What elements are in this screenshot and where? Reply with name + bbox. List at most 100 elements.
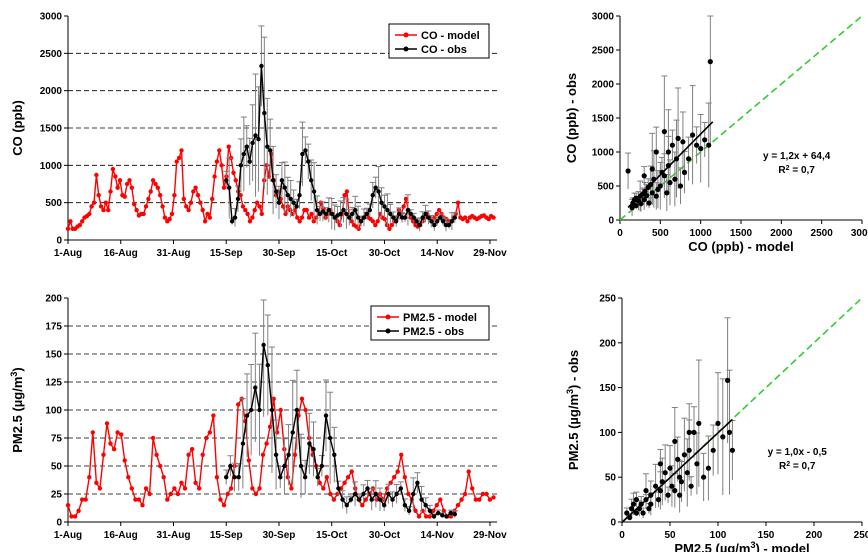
pm-ts-point-model [345, 475, 351, 480]
pm-ts-point-obs [269, 407, 275, 413]
co-ts-point-obs [241, 151, 246, 157]
pm-ts-xtick-label: 30-Oct [369, 530, 401, 541]
pm-sc-xtick-label: 150 [758, 530, 775, 541]
co-sc-point [677, 183, 684, 189]
co-sc-point [664, 190, 670, 196]
pm-ts-point-model [186, 452, 191, 457]
pm-ts-point-obs [415, 480, 420, 485]
pm-ts-point-obs [307, 441, 312, 446]
pm-sc-point [657, 488, 664, 494]
co-ts-point-model [240, 204, 246, 209]
pm-ts-ytick-label: 150 [45, 350, 62, 361]
co-ts-point-model [226, 144, 231, 149]
co-ts-point-obs [396, 211, 402, 217]
co-ts-point-obs [385, 207, 390, 213]
co-ts-point-obs [314, 207, 320, 213]
pm-ts-point-model [423, 514, 429, 519]
pm-sc-ytick-label: 150 [599, 383, 616, 394]
pm-ts-point-model [225, 491, 230, 497]
pm-ts-point-obs [340, 497, 345, 502]
pm-ts-point-model [321, 486, 326, 491]
co-sc-point [672, 176, 678, 182]
pm-ts-point-model [228, 486, 234, 491]
co-ts-legend-label: CO - model [421, 30, 480, 42]
pm-ts-point-model [335, 491, 340, 497]
co-ts-point-obs [329, 211, 334, 217]
co-ts-xtick-label: 14-Nov [421, 248, 455, 259]
pm-ts-point-model [136, 497, 142, 502]
co-ts-xtick-label: 29-Nov [473, 248, 507, 259]
pm-ts-point-obs [440, 513, 445, 518]
co-ts-point-obs [276, 200, 282, 205]
co-ts-point-obs [402, 215, 408, 220]
pm-sc-point [633, 497, 640, 503]
pm-ts-point-obs [240, 441, 246, 446]
co-timeseries-chart: 0 500 1000 1500 2000 2500 3000 1-Aug 16-Aug 31-Au… [10, 12, 507, 260]
co-ts-point-model [146, 196, 151, 202]
pm-ts-point-model [193, 480, 198, 485]
co-ts-point-model [172, 193, 177, 198]
co-ts-point-obs [435, 219, 440, 224]
co-ts-point-model [252, 207, 257, 213]
pm-sc-ytick-label: 250 [599, 294, 616, 305]
pm-ts-point-obs [352, 491, 358, 497]
pm-ts-point-model [207, 430, 212, 435]
co-ts-point-obs [303, 148, 308, 153]
pm-ts-point-model [392, 475, 397, 480]
co-sc-point [690, 132, 696, 138]
pm-ts-point-model [197, 486, 202, 491]
co-ts-point-model [280, 204, 286, 209]
co-sc-ylabel: CO (ppb) - obs [564, 73, 579, 163]
pm-ts-point-model [299, 396, 305, 401]
co-sc-point [661, 173, 668, 179]
co-ts-point-model [181, 196, 186, 202]
co-sc-point [633, 203, 639, 209]
pm-sc-point [662, 470, 668, 476]
co-ts-point-obs [285, 193, 290, 198]
co-ts-point-obs [405, 207, 411, 213]
pm-ts-point-model [271, 396, 276, 401]
co-ts-point-model [193, 185, 198, 190]
co-ts-point-model [198, 200, 203, 205]
pm-ts-point-model [204, 435, 209, 441]
co-ts-point-model [202, 219, 208, 224]
pm-ts-point-model [111, 447, 117, 452]
co-ts-point-model [297, 219, 302, 224]
pm-ts-point-model [101, 452, 106, 457]
pm-ts-point-model [416, 514, 422, 519]
pm-ts-point-obs [323, 413, 329, 418]
co-ts-point-model [356, 226, 361, 231]
co-ts-point-model [314, 215, 319, 220]
pm-ts-point-model [119, 432, 124, 437]
pm-sc-point [677, 492, 683, 498]
pm-ts-legend-label: PM2.5 - obs [403, 326, 464, 338]
co-ts-point-obs [391, 215, 396, 220]
co-ts-point-obs [361, 215, 367, 220]
pm-sc-point [701, 474, 707, 480]
co-ts-point-obs [358, 219, 364, 224]
co-ts-point-model [219, 163, 224, 168]
pm-sc-point [657, 461, 664, 467]
pm-sc-point [672, 438, 678, 444]
co-ts-point-model [160, 204, 165, 209]
pm-sc-point [672, 488, 678, 494]
pm-ts-ytick-label: 200 [45, 294, 62, 305]
pm-ts-point-model [126, 475, 131, 480]
pm-ts-point-obs [427, 508, 433, 513]
pm-ts-point-model [399, 452, 404, 457]
co-ts-point-obs [440, 219, 446, 224]
co-ts-point-obs [449, 219, 455, 224]
co-ts-xtick-label: 15-Oct [316, 248, 348, 259]
pm-ts-point-model [87, 475, 92, 480]
pm-ts-point-obs [224, 475, 229, 480]
co-sc-point [646, 200, 652, 206]
pm-ts-point-model [161, 475, 166, 480]
co-ts-legend-swatch-marker [403, 32, 409, 38]
pm-ts-point-model [363, 497, 368, 502]
co-ts-point-obs [279, 178, 285, 183]
pm-sc-point [624, 510, 630, 516]
co-ts-point-obs [227, 185, 232, 190]
pm-ts-point-model [168, 491, 173, 497]
co-sc-ytick-label: 3000 [592, 12, 615, 23]
pm-ts-point-model [104, 421, 110, 426]
